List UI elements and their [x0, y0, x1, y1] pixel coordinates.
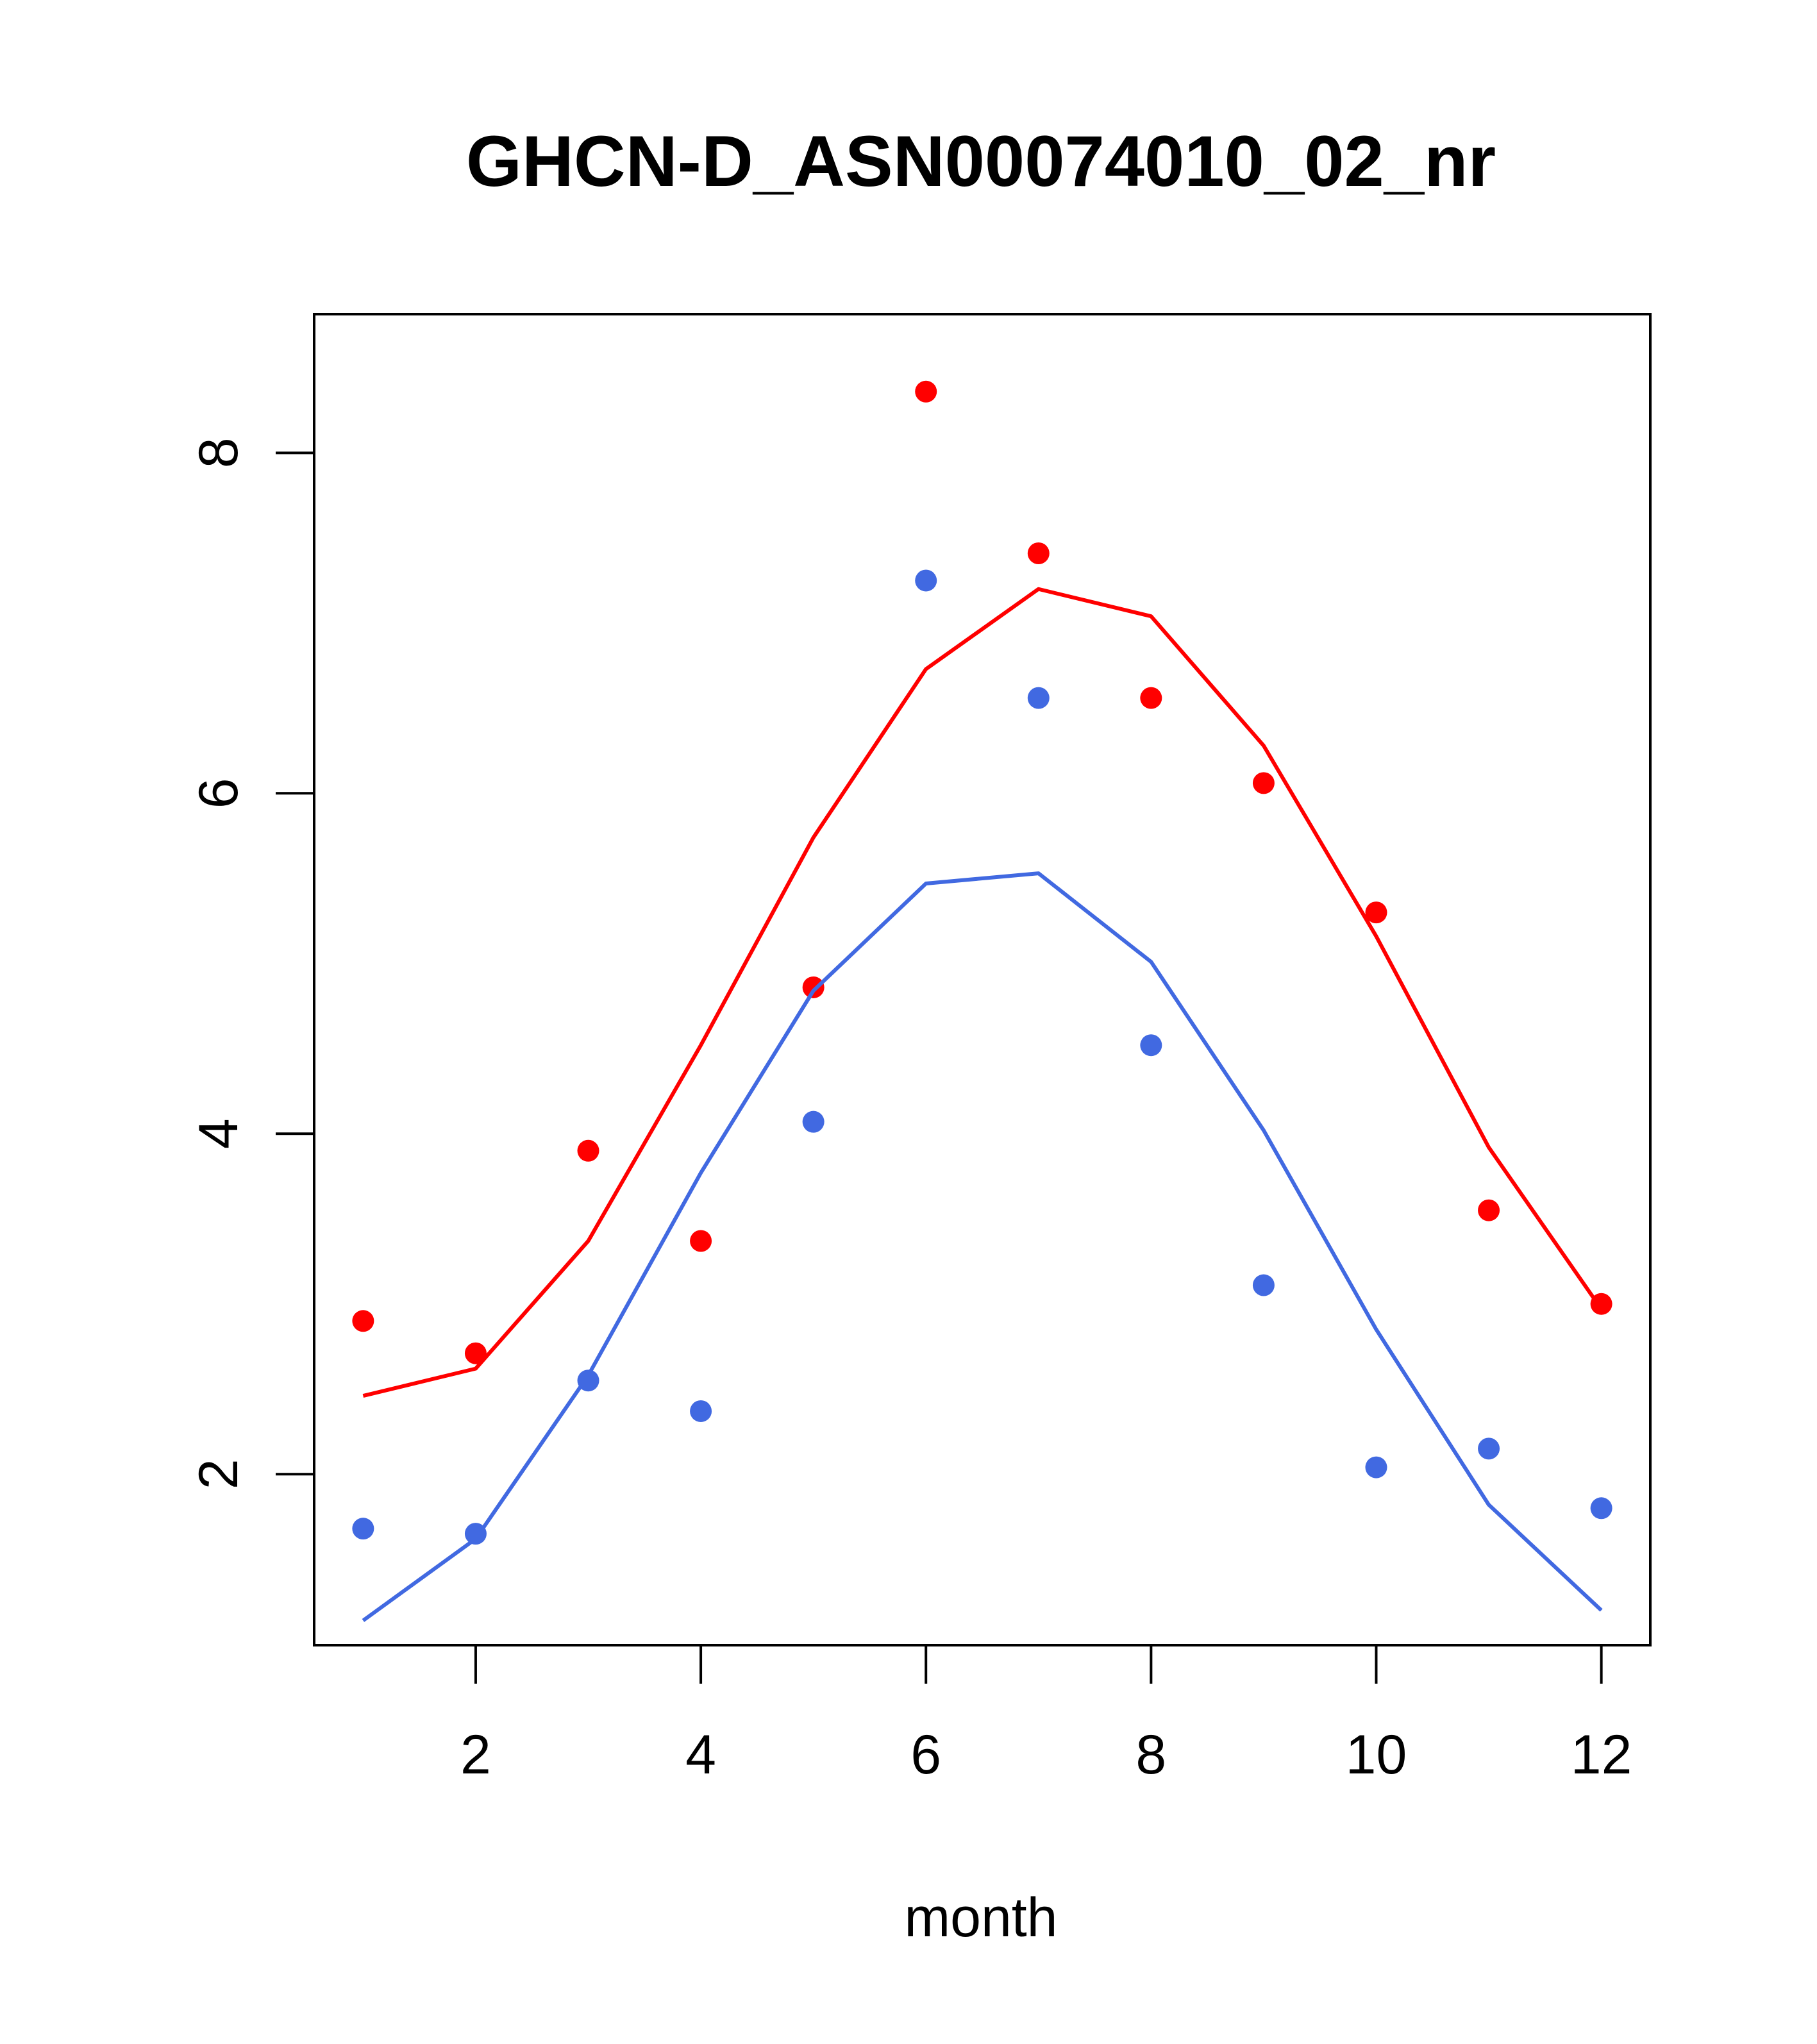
- series-2: [352, 569, 1612, 1622]
- x-tick-label: 10: [1346, 1724, 1407, 1786]
- series-layer: [352, 380, 1612, 1622]
- data-point: [577, 1139, 599, 1162]
- x-axis-label: month: [904, 1887, 1057, 1948]
- x-tick-label: 2: [460, 1724, 491, 1786]
- data-point: [1590, 1293, 1612, 1315]
- plot-frame: [313, 313, 1652, 1646]
- data-point: [577, 1370, 599, 1392]
- x-axis: 2 4 6 8 10 12: [460, 1645, 1632, 1786]
- data-point: [464, 1523, 487, 1545]
- series-line: [362, 871, 1603, 1622]
- data-point: [915, 569, 937, 592]
- data-point: [1590, 1497, 1612, 1520]
- y-tick-label: 4: [188, 1118, 249, 1149]
- data-point: [1365, 901, 1387, 924]
- series-1: [352, 380, 1612, 1398]
- data-point: [802, 1110, 825, 1133]
- data-point: [1365, 1456, 1387, 1479]
- x-tick-label: 12: [1571, 1724, 1632, 1786]
- data-point: [802, 976, 825, 998]
- data-point: [1140, 1034, 1162, 1057]
- data-point: [1478, 1437, 1500, 1460]
- data-point: [1252, 1274, 1275, 1296]
- data-point: [690, 1230, 712, 1252]
- x-tick-label: 8: [1135, 1724, 1166, 1786]
- y-tick-label: 6: [188, 778, 249, 808]
- data-point: [690, 1400, 712, 1422]
- x-tick-label: 6: [910, 1724, 941, 1786]
- data-point: [464, 1342, 487, 1364]
- y-tick-label: 2: [188, 1459, 249, 1489]
- data-point: [1027, 542, 1050, 564]
- data-point: [1478, 1199, 1500, 1221]
- series-line: [362, 587, 1603, 1398]
- data-point: [1027, 687, 1050, 709]
- data-point: [915, 380, 937, 403]
- y-tick-label: 8: [188, 437, 249, 468]
- data-point: [1140, 687, 1162, 709]
- data-point: [352, 1518, 374, 1540]
- chart-title: GHCN-D_ASN00074010_02_nr: [466, 121, 1496, 201]
- data-point: [352, 1310, 374, 1332]
- data-point: [1252, 772, 1275, 794]
- y-axis: 2 4 6 8: [188, 437, 314, 1489]
- x-tick-label: 4: [685, 1724, 716, 1786]
